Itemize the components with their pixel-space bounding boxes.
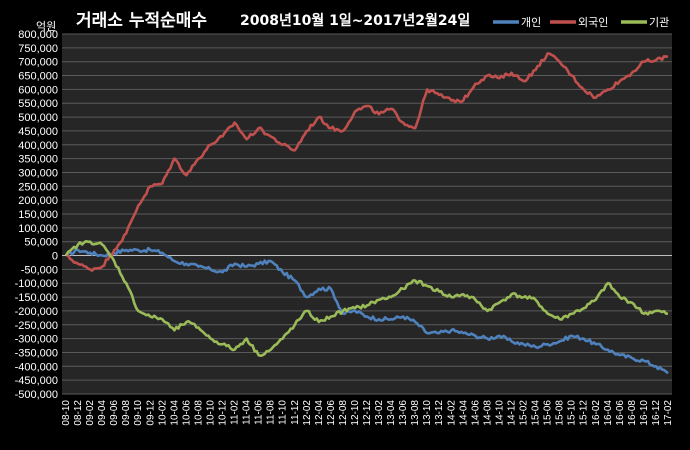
x-tick-label: 15-06	[543, 400, 554, 426]
y-tick-label: 50,000	[24, 237, 58, 249]
series-line-2	[65, 52, 669, 272]
x-tick-label: 12-08	[338, 400, 349, 426]
y-tick-label: 300,000	[18, 167, 58, 179]
y-tick-label: 550,000	[18, 98, 58, 110]
x-tick-label: 10-08	[193, 400, 204, 426]
x-tick-label: 15-10	[567, 400, 578, 426]
x-tick-label: 13-06	[398, 400, 409, 426]
y-tick-label: -400,000	[15, 361, 58, 373]
x-tick-label: 14-06	[470, 400, 481, 426]
gridlines	[62, 33, 672, 395]
legend-label: 개인	[521, 16, 541, 29]
y-tick-label: -100,000	[15, 278, 58, 290]
x-tick-label: 08-12	[73, 400, 84, 426]
x-tick-label: 11-08	[266, 400, 277, 425]
y-tick-label: 0	[52, 251, 58, 263]
series-lines	[64, 52, 669, 375]
y-tick-label: 750,000	[18, 43, 58, 55]
y-tick-label: 150,000	[18, 209, 58, 221]
y-tick-label: -50,000	[21, 264, 58, 276]
x-tick-label: 09-08	[121, 400, 132, 426]
y-tick-label: -350,000	[15, 347, 58, 359]
x-tick-label: 14-04	[458, 400, 469, 426]
x-tick-label: 10-12	[218, 400, 229, 426]
x-tick-label: 11-02	[230, 400, 241, 425]
x-axis-ticks: 08-10 08-12 09-02 09-04 09-06 09-08 09-10 09-12…	[61, 400, 674, 426]
x-tick-label: 12-04	[314, 400, 325, 426]
x-tick-label: 15-08	[555, 400, 566, 426]
x-tick-label: 11-12	[290, 400, 301, 425]
y-tick-label: 250,000	[18, 181, 58, 193]
x-tick-label: 10-06	[181, 400, 192, 426]
legend-label: 기관	[649, 16, 669, 29]
y-axis-unit-label: 억원	[36, 20, 56, 33]
x-tick-label: 09-12	[145, 400, 156, 426]
x-tick-label: 13-02	[374, 400, 385, 426]
x-tick-label: 16-12	[651, 400, 662, 426]
x-tick-label: 13-08	[410, 400, 421, 426]
x-tick-label: 15-04	[531, 400, 542, 426]
x-tick-label: 09-10	[133, 400, 144, 426]
chart-title: 거래소 누적순매수	[76, 11, 207, 31]
x-tick-label: 09-06	[109, 400, 120, 426]
y-tick-label: 450,000	[18, 126, 58, 138]
y-tick-label: 400,000	[18, 140, 58, 152]
x-tick-label: 10-10	[205, 400, 216, 426]
y-tick-label: -300,000	[15, 334, 58, 346]
y-tick-label: 200,000	[18, 195, 58, 207]
y-tick-label: 650,000	[18, 71, 58, 83]
x-tick-label: 11-10	[278, 400, 289, 425]
x-tick-label: 14-08	[482, 400, 493, 426]
x-tick-label: 17-02	[663, 400, 674, 426]
chart-subtitle: 2008년10월 1일~2017년2월24일	[240, 12, 470, 29]
y-tick-label: -150,000	[15, 292, 58, 304]
x-tick-label: 16-10	[639, 400, 650, 426]
series-line-3	[64, 239, 669, 358]
y-tick-label: 500,000	[18, 112, 58, 124]
x-tick-label: 16-04	[603, 400, 614, 426]
x-tick-label: 09-04	[97, 400, 108, 426]
x-tick-label: 10-04	[169, 400, 180, 426]
legend: 개인 외국인 기관	[493, 16, 669, 29]
y-tick-label: 600,000	[18, 84, 58, 96]
series-line-1	[65, 246, 669, 375]
y-tick-label: 100,000	[18, 223, 58, 235]
x-tick-label: 16-02	[591, 400, 602, 426]
x-tick-label: 13-04	[386, 400, 397, 426]
y-tick-label: 800,000	[18, 29, 58, 41]
x-tick-label: 09-02	[85, 400, 96, 426]
y-tick-label: 700,000	[18, 57, 58, 69]
x-tick-label: 12-02	[302, 400, 313, 426]
y-tick-label: -250,000	[15, 320, 58, 332]
x-tick-label: 15-02	[519, 400, 530, 426]
x-tick-label: 14-12	[506, 400, 517, 426]
x-tick-label: 14-02	[446, 400, 457, 426]
x-tick-label: 08-10	[61, 400, 72, 426]
y-tick-label: 350,000	[18, 154, 58, 166]
x-tick-label: 14-10	[494, 400, 505, 426]
y-tick-label: -450,000	[15, 375, 58, 387]
x-tick-label: 12-12	[362, 400, 373, 426]
x-tick-label: 13-10	[422, 400, 433, 426]
y-tick-label: -200,000	[15, 306, 58, 318]
x-tick-label: 16-06	[615, 400, 626, 426]
x-tick-label: 11-04	[242, 400, 253, 425]
x-tick-label: 13-12	[434, 400, 445, 426]
x-tick-label: 11-06	[254, 400, 265, 425]
x-tick-label: 15-12	[579, 400, 590, 426]
x-tick-label: 10-02	[157, 400, 168, 426]
x-tick-label: 12-06	[326, 400, 337, 426]
x-tick-label: 16-08	[627, 400, 638, 426]
x-tick-label: 12-10	[350, 400, 361, 426]
y-tick-label: -500,000	[15, 389, 58, 401]
legend-label: 외국인	[578, 16, 608, 29]
